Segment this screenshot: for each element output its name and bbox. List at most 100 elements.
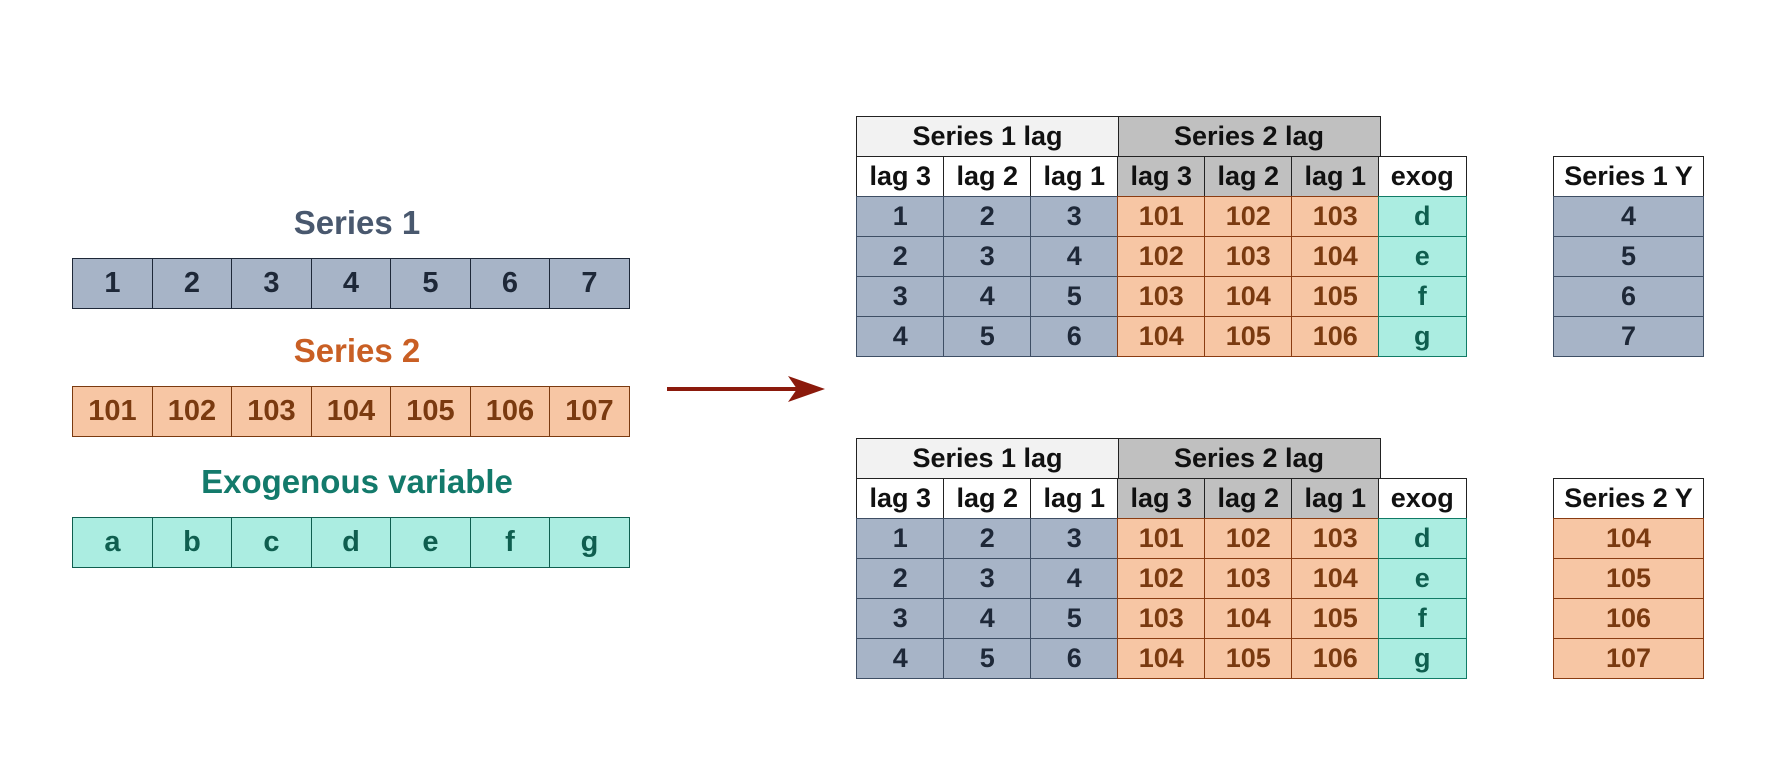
col-header: lag 1 — [1030, 477, 1119, 519]
table-cell: d — [1378, 195, 1467, 237]
table-cell: 4 — [856, 637, 945, 679]
series-2-cell: 101 — [72, 386, 153, 437]
table-cell: 2 — [856, 557, 945, 599]
table-cell: 3 — [856, 597, 945, 639]
table-cell: 3 — [943, 235, 1032, 277]
table-cell: 102 — [1204, 195, 1293, 237]
table-cell: 4 — [1030, 557, 1119, 599]
table-row: 3 4 5 103 104 105 f — [856, 597, 1467, 639]
series-2-title: Series 2 — [293, 332, 421, 369]
group-header-series-2-lag: Series 2 lag — [1117, 437, 1381, 479]
col-header: lag 2 — [1204, 155, 1293, 197]
exog-cell: d — [310, 517, 392, 568]
col-header-exog: exog — [1378, 477, 1467, 519]
table-row: 1 2 3 101 102 103 d — [856, 195, 1467, 237]
table-cell: 103 — [1291, 195, 1380, 237]
target-cell: 6 — [1553, 275, 1704, 317]
table-cell: 3 — [1030, 195, 1119, 237]
table-cell: 5 — [943, 637, 1032, 679]
target-cell: 107 — [1553, 637, 1704, 679]
table-row: 2 3 4 102 103 104 e — [856, 557, 1467, 599]
training-matrix-1: Series 1 lag Series 2 lag lag 3 lag 2 la… — [856, 115, 1467, 357]
target-cell: 5 — [1553, 235, 1704, 277]
table-cell: 103 — [1204, 235, 1293, 277]
series-2-cell: 103 — [231, 386, 312, 437]
table-row: 2 3 4 102 103 104 e — [856, 235, 1467, 277]
series-2-cell: 106 — [469, 386, 551, 437]
col-header-exog: exog — [1378, 155, 1467, 197]
exog-title: Exogenous variable — [201, 463, 513, 500]
target-cell: 4 — [1553, 195, 1704, 237]
table-row: 4 5 6 104 105 106 g — [856, 637, 1467, 679]
table-cell: 4 — [1030, 235, 1119, 277]
target-cell: 105 — [1553, 557, 1704, 599]
table-cell: 104 — [1117, 637, 1206, 679]
series-1-cell: 7 — [549, 258, 630, 309]
col-header: lag 3 — [1117, 477, 1206, 519]
series-1-cell: 3 — [231, 258, 312, 309]
table-cell: 102 — [1117, 557, 1206, 599]
table-cell: 104 — [1291, 557, 1380, 599]
table-cell: 3 — [1030, 517, 1119, 559]
target-cell: 7 — [1553, 315, 1704, 357]
table-cell: 5 — [1030, 597, 1119, 639]
col-header: lag 3 — [856, 155, 945, 197]
group-header-series-1-lag: Series 1 lag — [856, 115, 1119, 157]
table-cell: 6 — [1030, 637, 1119, 679]
exog-cell: e — [390, 517, 471, 568]
series-1-title: Series 1 — [293, 204, 421, 241]
table-cell: 106 — [1291, 315, 1380, 357]
series-1-strip: 1 2 3 4 5 6 7 — [72, 258, 630, 309]
table-row: 3 4 5 103 104 105 f — [856, 275, 1467, 317]
table-cell: 102 — [1117, 235, 1206, 277]
table-row: 1 2 3 101 102 103 d — [856, 517, 1467, 559]
table-cell: 101 — [1117, 517, 1206, 559]
series-1-cell: 4 — [310, 258, 392, 309]
series-2-cell: 107 — [549, 386, 630, 437]
table-cell: 5 — [1030, 275, 1119, 317]
table-cell: 3 — [943, 557, 1032, 599]
table-cell: 104 — [1204, 597, 1293, 639]
target-column-1: Series 1 Y 4 5 6 7 — [1553, 155, 1704, 357]
exog-cell: f — [469, 517, 551, 568]
table-cell: f — [1378, 597, 1467, 639]
table-row: 4 5 6 104 105 106 g — [856, 315, 1467, 357]
series-1-cell: 6 — [469, 258, 551, 309]
table-cell: 103 — [1291, 517, 1380, 559]
table-cell: 6 — [1030, 315, 1119, 357]
table-cell: 105 — [1204, 637, 1293, 679]
table-cell: f — [1378, 275, 1467, 317]
transform-arrow-icon — [667, 376, 825, 402]
series-1-cell: 2 — [151, 258, 233, 309]
table-cell: 104 — [1291, 235, 1380, 277]
col-header: lag 1 — [1291, 477, 1380, 519]
table-cell: e — [1378, 235, 1467, 277]
table-cell: 103 — [1117, 275, 1206, 317]
table-cell: 105 — [1291, 275, 1380, 317]
table-cell: 2 — [856, 235, 945, 277]
target-column-2: Series 2 Y 104 105 106 107 — [1553, 477, 1704, 679]
table-cell: 2 — [943, 517, 1032, 559]
table-cell: 104 — [1117, 315, 1206, 357]
table-cell: 106 — [1291, 637, 1380, 679]
target-cell: 106 — [1553, 597, 1704, 639]
target-header: Series 1 Y — [1553, 155, 1704, 197]
group-header-series-2-lag: Series 2 lag — [1117, 115, 1381, 157]
col-header: lag 3 — [856, 477, 945, 519]
series-2-cell: 105 — [390, 386, 471, 437]
target-header: Series 2 Y — [1553, 477, 1704, 519]
target-cell: 104 — [1553, 517, 1704, 559]
table-cell: 2 — [943, 195, 1032, 237]
series-1-cell: 5 — [390, 258, 471, 309]
series-2-cell: 102 — [151, 386, 233, 437]
table-cell: 103 — [1117, 597, 1206, 639]
table-cell: 105 — [1204, 315, 1293, 357]
group-header-series-1-lag: Series 1 lag — [856, 437, 1119, 479]
exog-strip: a b c d e f g — [72, 517, 630, 568]
table-cell: 101 — [1117, 195, 1206, 237]
table-cell: g — [1378, 315, 1467, 357]
table-cell: 105 — [1291, 597, 1380, 639]
series-2-cell: 104 — [310, 386, 392, 437]
table-cell: g — [1378, 637, 1467, 679]
table-cell: e — [1378, 557, 1467, 599]
